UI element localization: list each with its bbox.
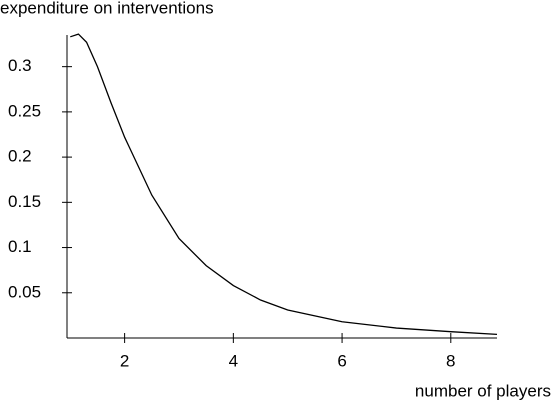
x-tick-label: 2 bbox=[120, 351, 129, 370]
y-tick-label: 0.2 bbox=[8, 147, 32, 166]
x-axis-label: number of players bbox=[415, 381, 551, 400]
x-tick-label: 4 bbox=[229, 351, 238, 370]
y-tick-label: 0.15 bbox=[8, 192, 41, 211]
y-tick-label: 0.1 bbox=[8, 237, 32, 256]
y-tick-label: 0.3 bbox=[8, 56, 32, 75]
y-tick-label: 0.25 bbox=[8, 101, 41, 120]
line-series bbox=[70, 33, 498, 336]
y-tick-label: 0.05 bbox=[8, 282, 41, 301]
x-tick-label: 8 bbox=[446, 351, 455, 370]
x-tick-label: 6 bbox=[337, 351, 346, 370]
y-axis-label: expenditure on interventions bbox=[0, 0, 214, 17]
